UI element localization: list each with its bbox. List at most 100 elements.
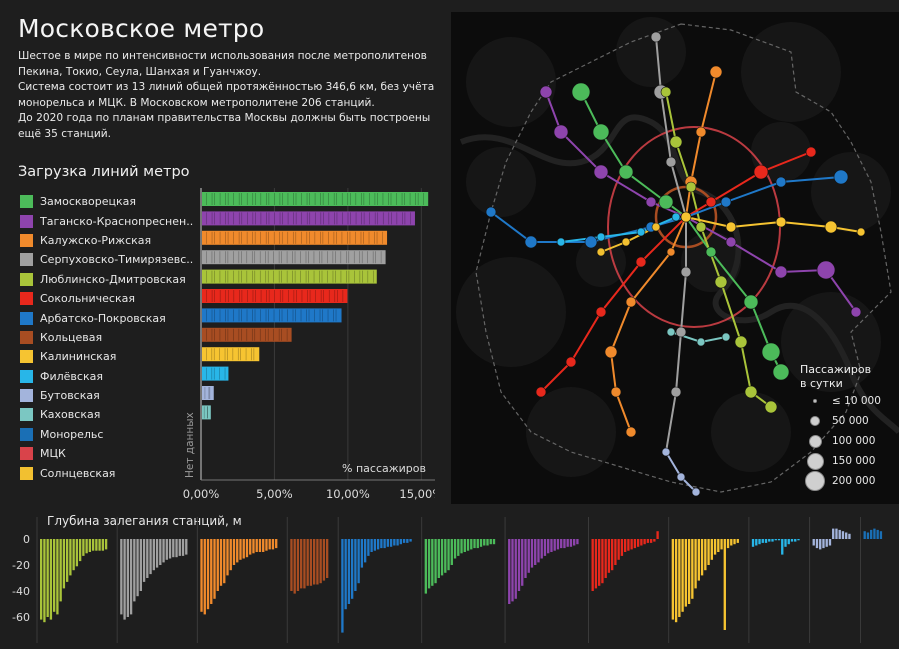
depth-bar[interactable] <box>258 539 262 552</box>
depth-bar[interactable] <box>755 539 758 546</box>
depth-bar[interactable] <box>617 539 620 560</box>
station-marker[interactable] <box>856 227 866 237</box>
depth-bar[interactable] <box>614 539 617 565</box>
depth-bar[interactable] <box>373 539 377 551</box>
station-marker[interactable] <box>625 296 637 308</box>
legend-item[interactable]: Кольцевая <box>20 328 198 347</box>
depth-bar[interactable] <box>479 539 483 547</box>
depth-bar[interactable] <box>704 539 707 571</box>
depth-bar[interactable] <box>370 539 373 552</box>
depth-bar[interactable] <box>576 539 579 545</box>
station-marker[interactable] <box>666 247 676 257</box>
station-marker[interactable] <box>665 156 677 168</box>
legend-item[interactable]: Каховская <box>20 405 198 424</box>
depth-bar[interactable] <box>252 539 255 554</box>
station-marker[interactable] <box>666 327 676 337</box>
depth-bar[interactable] <box>758 539 761 545</box>
station-marker[interactable] <box>621 237 631 247</box>
depth-bar[interactable] <box>367 539 370 556</box>
depth-bar[interactable] <box>98 539 101 551</box>
station-marker[interactable] <box>553 124 569 140</box>
station-marker[interactable] <box>658 194 674 210</box>
depth-bar[interactable] <box>601 539 604 584</box>
depth-bar[interactable] <box>646 539 650 543</box>
depth-bar[interactable] <box>409 539 412 542</box>
depth-bar[interactable] <box>730 539 733 546</box>
depth-bar[interactable] <box>72 539 75 571</box>
depth-bar[interactable] <box>152 539 155 571</box>
map-canvas[interactable] <box>451 12 899 504</box>
depth-bar[interactable] <box>275 539 278 549</box>
depth-bar[interactable] <box>537 539 540 563</box>
line-bar[interactable] <box>202 211 415 226</box>
depth-bar[interactable] <box>203 539 206 615</box>
depth-bar[interactable] <box>764 539 768 543</box>
depth-bar[interactable] <box>819 539 822 550</box>
station-marker[interactable] <box>661 447 671 457</box>
depth-bar[interactable] <box>573 539 576 546</box>
depth-bar[interactable] <box>790 539 794 542</box>
depth-bar[interactable] <box>290 539 293 591</box>
station-marker[interactable] <box>764 400 778 414</box>
depth-bar[interactable] <box>88 539 92 552</box>
legend-item[interactable]: Сокольническая <box>20 289 198 308</box>
metro-map[interactable] <box>451 12 899 504</box>
depth-bar[interactable] <box>129 539 133 615</box>
depth-bar[interactable] <box>530 539 534 568</box>
depth-bar[interactable] <box>547 539 550 554</box>
depth-bar[interactable] <box>453 539 457 559</box>
legend-item[interactable]: Серпуховско-Тимирязевс.. <box>20 250 198 269</box>
depth-bar[interactable] <box>249 539 252 555</box>
depth-bar[interactable] <box>223 539 226 584</box>
depth-bar[interactable] <box>873 528 876 539</box>
depth-bar[interactable] <box>69 539 72 576</box>
depth-bar[interactable] <box>206 539 210 610</box>
station-marker[interactable] <box>753 164 769 180</box>
depth-bar[interactable] <box>848 533 851 539</box>
depth-bar[interactable] <box>268 539 271 550</box>
depth-bar[interactable] <box>271 539 275 550</box>
depth-bar[interactable] <box>483 539 486 546</box>
depth-bar[interactable] <box>43 539 46 623</box>
legend-item[interactable]: Филёвская <box>20 367 198 386</box>
legend-item[interactable]: Замоскворецкая <box>20 192 198 211</box>
station-marker[interactable] <box>775 216 787 228</box>
depth-bar[interactable] <box>700 539 704 576</box>
depth-bar[interactable] <box>630 539 633 550</box>
depth-bar[interactable] <box>643 539 646 545</box>
legend-item[interactable]: Арбатско-Покровская <box>20 308 198 327</box>
depth-bar[interactable] <box>812 539 815 546</box>
depth-bar[interactable] <box>101 539 105 551</box>
depth-bar[interactable] <box>879 531 883 539</box>
depth-bar[interactable] <box>78 539 82 562</box>
station-marker[interactable] <box>636 227 646 237</box>
depth-bar[interactable] <box>133 539 136 602</box>
depth-bar[interactable] <box>126 539 130 617</box>
depth-bar[interactable] <box>450 539 453 565</box>
depth-bar[interactable] <box>427 539 431 589</box>
depth-bar[interactable] <box>389 539 393 547</box>
legend-item[interactable]: Калужско-Рижская <box>20 231 198 250</box>
station-marker[interactable] <box>539 85 553 99</box>
depth-bar[interactable] <box>777 539 781 541</box>
depth-bar[interactable] <box>649 539 653 543</box>
line-bar[interactable] <box>202 289 348 303</box>
station-marker[interactable] <box>645 196 657 208</box>
depth-bar[interactable] <box>691 539 694 599</box>
depth-bar[interactable] <box>350 539 354 599</box>
depth-bar[interactable] <box>550 539 553 552</box>
depth-bar[interactable] <box>627 539 630 551</box>
station-marker[interactable] <box>695 221 707 233</box>
station-marker[interactable] <box>604 345 618 359</box>
depth-bar[interactable] <box>75 539 79 567</box>
depth-bar[interactable] <box>62 539 66 589</box>
station-marker[interactable] <box>593 164 609 180</box>
station-marker[interactable] <box>824 220 838 234</box>
station-marker[interactable] <box>691 487 701 497</box>
depth-bar[interactable] <box>723 539 726 630</box>
legend-item[interactable]: МЦК <box>20 444 198 463</box>
station-marker[interactable] <box>596 232 606 242</box>
depth-bar[interactable] <box>556 539 560 550</box>
depth-bar[interactable] <box>787 539 790 545</box>
station-marker[interactable] <box>660 86 672 98</box>
